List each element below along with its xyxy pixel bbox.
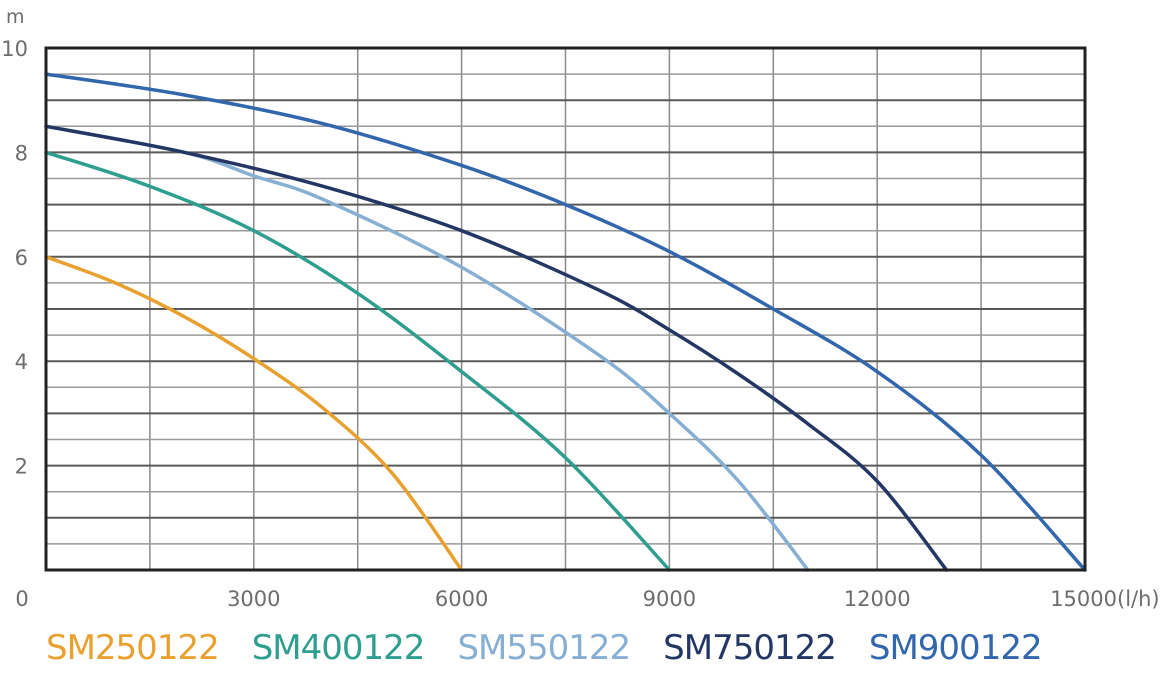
y-tick-label: 6 (15, 246, 28, 270)
x-tick-label: 12000 (844, 587, 911, 611)
legend: SM250122 SM400122 SM550122 SM750122 SM900122 (46, 628, 1075, 668)
x-axis-tick-labels: 0 3000 6000 9000 12000 15000 (15, 587, 1117, 611)
grid-lines (46, 48, 1085, 570)
series-line-sm900122 (44, 72, 1087, 572)
pump-curve-chart: 0 3000 6000 9000 12000 15000 2 4 6 8 10 m (l/h) (1, 6, 1160, 611)
y-axis-tick-labels: 2 4 6 8 10 (1, 37, 28, 479)
x-axis-unit-label: (l/h) (1117, 587, 1160, 611)
series-line-sm400122 (44, 150, 672, 572)
legend-item-sm400122: SM400122 (251, 628, 426, 668)
x-tick-label: 9000 (643, 587, 696, 611)
y-axis-unit-label: m (6, 6, 25, 28)
x-tick-label: 3000 (227, 587, 280, 611)
legend-item-sm750122: SM750122 (663, 628, 837, 668)
x-tick-label: 6000 (435, 587, 488, 611)
legend-item-sm250122: SM250122 (46, 628, 220, 668)
x-tick-label: 0 (15, 587, 28, 611)
series-line-sm550122 (44, 124, 810, 572)
y-tick-label: 2 (15, 455, 28, 479)
y-tick-label: 4 (15, 350, 28, 374)
legend-item-sm550122: SM550122 (457, 628, 631, 668)
x-tick-label: 15000 (1050, 587, 1117, 611)
series-line-sm250122 (44, 255, 464, 572)
y-tick-label: 10 (1, 37, 28, 61)
legend-item-sm900122: SM900122 (868, 628, 1043, 668)
plot-frame (44, 46, 1087, 572)
y-tick-label: 8 (15, 141, 28, 165)
series-curves (44, 72, 1087, 572)
series-line-sm750122 (44, 124, 949, 572)
